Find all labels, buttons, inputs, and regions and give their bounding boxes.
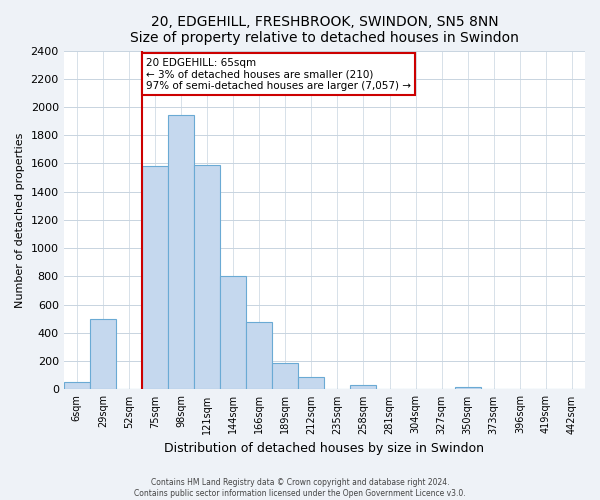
Bar: [90, 319, 116, 390]
Bar: [246, 322, 272, 390]
Bar: [194, 165, 220, 390]
Text: 20 EDGEHILL: 65sqm
← 3% of detached houses are smaller (210)
97% of semi-detache: 20 EDGEHILL: 65sqm ← 3% of detached hous…: [146, 58, 411, 91]
Bar: [220, 276, 246, 390]
Bar: [64, 382, 90, 390]
Bar: [298, 376, 325, 390]
Bar: [142, 166, 168, 390]
Bar: [168, 116, 194, 390]
Y-axis label: Number of detached properties: Number of detached properties: [15, 132, 25, 308]
Text: Contains HM Land Registry data © Crown copyright and database right 2024.
Contai: Contains HM Land Registry data © Crown c…: [134, 478, 466, 498]
Title: 20, EDGEHILL, FRESHBROOK, SWINDON, SN5 8NN
Size of property relative to detached: 20, EDGEHILL, FRESHBROOK, SWINDON, SN5 8…: [130, 15, 519, 45]
Bar: [350, 385, 376, 390]
X-axis label: Distribution of detached houses by size in Swindon: Distribution of detached houses by size …: [164, 442, 484, 455]
Bar: [455, 386, 481, 390]
Bar: [272, 364, 298, 390]
